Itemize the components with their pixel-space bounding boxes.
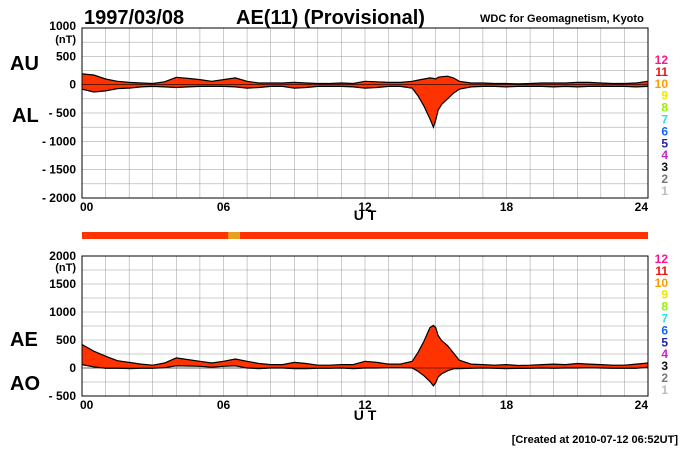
ae-ao-x-ticks: 00 06 12 18 24 (80, 398, 648, 412)
y-tick-label: - 1500 (42, 163, 76, 177)
ae-ao-panel: 2000 1500 1000 500 0 - 500 00 06 12 18 24 (nT) U … (10, 249, 649, 423)
au-al-x-ticks: 00 06 12 18 24 (80, 200, 648, 214)
level-legend-item: 2 (661, 371, 668, 385)
ae-ao-plot-frame (81, 255, 649, 397)
x-tick-label: 00 (80, 398, 94, 412)
level-legend-item: 12 (655, 252, 669, 266)
level-legend-item: 6 (661, 124, 668, 138)
y-tick-label: - 500 (49, 106, 77, 120)
level-legend-item: 10 (655, 77, 669, 91)
au-al-panel: 1000 500 0 - 500 - 1000 - 1500 - 2000 00 06 12 18… (10, 19, 649, 223)
level-legend-item: 4 (661, 148, 668, 162)
al-label: AL (12, 105, 39, 127)
level-legend-item: 2 (661, 172, 668, 186)
level-legend-item: 1 (661, 383, 668, 397)
level-legend-item: 5 (661, 136, 668, 150)
y-tick-label: - 1000 (42, 134, 76, 148)
date-title: 1997/03/08 (84, 7, 184, 29)
au-line (81, 73, 649, 85)
au-al-gridlines (81, 27, 649, 199)
x-tick-label: 06 (217, 398, 231, 412)
x-tick-label: 24 (635, 398, 649, 412)
x-tick-label: 24 (635, 200, 649, 214)
ae-line (81, 324, 649, 367)
x-tick-label: 12 (358, 398, 372, 412)
x-tick-label: 18 (500, 398, 514, 412)
level-legend-item: 9 (661, 89, 668, 103)
au-al-x-axis-label: U T (354, 207, 377, 223)
ae-ao-unit-label: (nT) (55, 262, 76, 274)
created-timestamp: [Created at 2010-07-12 06:52UT] (512, 434, 679, 446)
ae-ao-y-ticks: 2000 1500 1000 500 0 - 500 (49, 249, 77, 403)
level-legend-item: 7 (661, 312, 668, 326)
level-legend-item: 11 (655, 264, 668, 278)
y-tick-label: 1500 (49, 277, 76, 291)
level-legend-item: 7 (661, 113, 668, 127)
au-al-plot-frame (81, 27, 649, 199)
level-legend-item: 3 (661, 160, 668, 174)
level-legend-item: 10 (655, 276, 669, 290)
source-label: WDC for Geomagnetism, Kyoto (480, 13, 644, 25)
x-tick-label: 06 (217, 200, 231, 214)
au-label: AU (10, 53, 39, 75)
level-legend-item: 4 (661, 347, 668, 361)
ae-ao-gridlines (81, 255, 649, 397)
y-tick-label: 1000 (49, 19, 76, 33)
ae-ao-x-axis-label: U T (354, 407, 377, 423)
x-tick-label: 12 (358, 200, 372, 214)
y-tick-label: - 500 (49, 389, 77, 403)
x-tick-label: 18 (500, 200, 514, 214)
level-legend-item: 3 (661, 359, 668, 373)
y-tick-label: 2000 (49, 249, 76, 263)
y-tick-label: 0 (69, 78, 76, 92)
level-legend-item: 8 (661, 101, 668, 115)
y-tick-label: 500 (56, 333, 76, 347)
y-tick-label: 1000 (49, 305, 76, 319)
level-legend-item: 12 (655, 53, 669, 67)
level-legend-item: 6 (661, 323, 668, 337)
level-bar-highlight (228, 232, 241, 239)
index-title: AE(11) (Provisional) (236, 7, 425, 29)
x-tick-label: 00 (80, 200, 94, 214)
level-legend-item: 11 (655, 65, 668, 79)
y-tick-label: 0 (69, 361, 76, 375)
level-legend-item: 5 (661, 335, 668, 349)
level-legend-item: 1 (661, 184, 668, 198)
y-tick-label: - 2000 (42, 191, 76, 205)
level-bar-base (82, 232, 648, 239)
level-legend-item: 9 (661, 288, 668, 302)
activity-level-bar (82, 232, 648, 239)
ae-label: AE (10, 329, 38, 351)
y-tick-label: 500 (56, 49, 76, 63)
al-line (81, 85, 649, 129)
au-al-y-ticks: 1000 500 0 - 500 - 1000 - 1500 - 2000 (42, 19, 76, 205)
au-al-unit-label: (nT) (55, 34, 76, 46)
ao-label: AO (10, 373, 40, 395)
level-legend-item: 8 (661, 300, 668, 314)
